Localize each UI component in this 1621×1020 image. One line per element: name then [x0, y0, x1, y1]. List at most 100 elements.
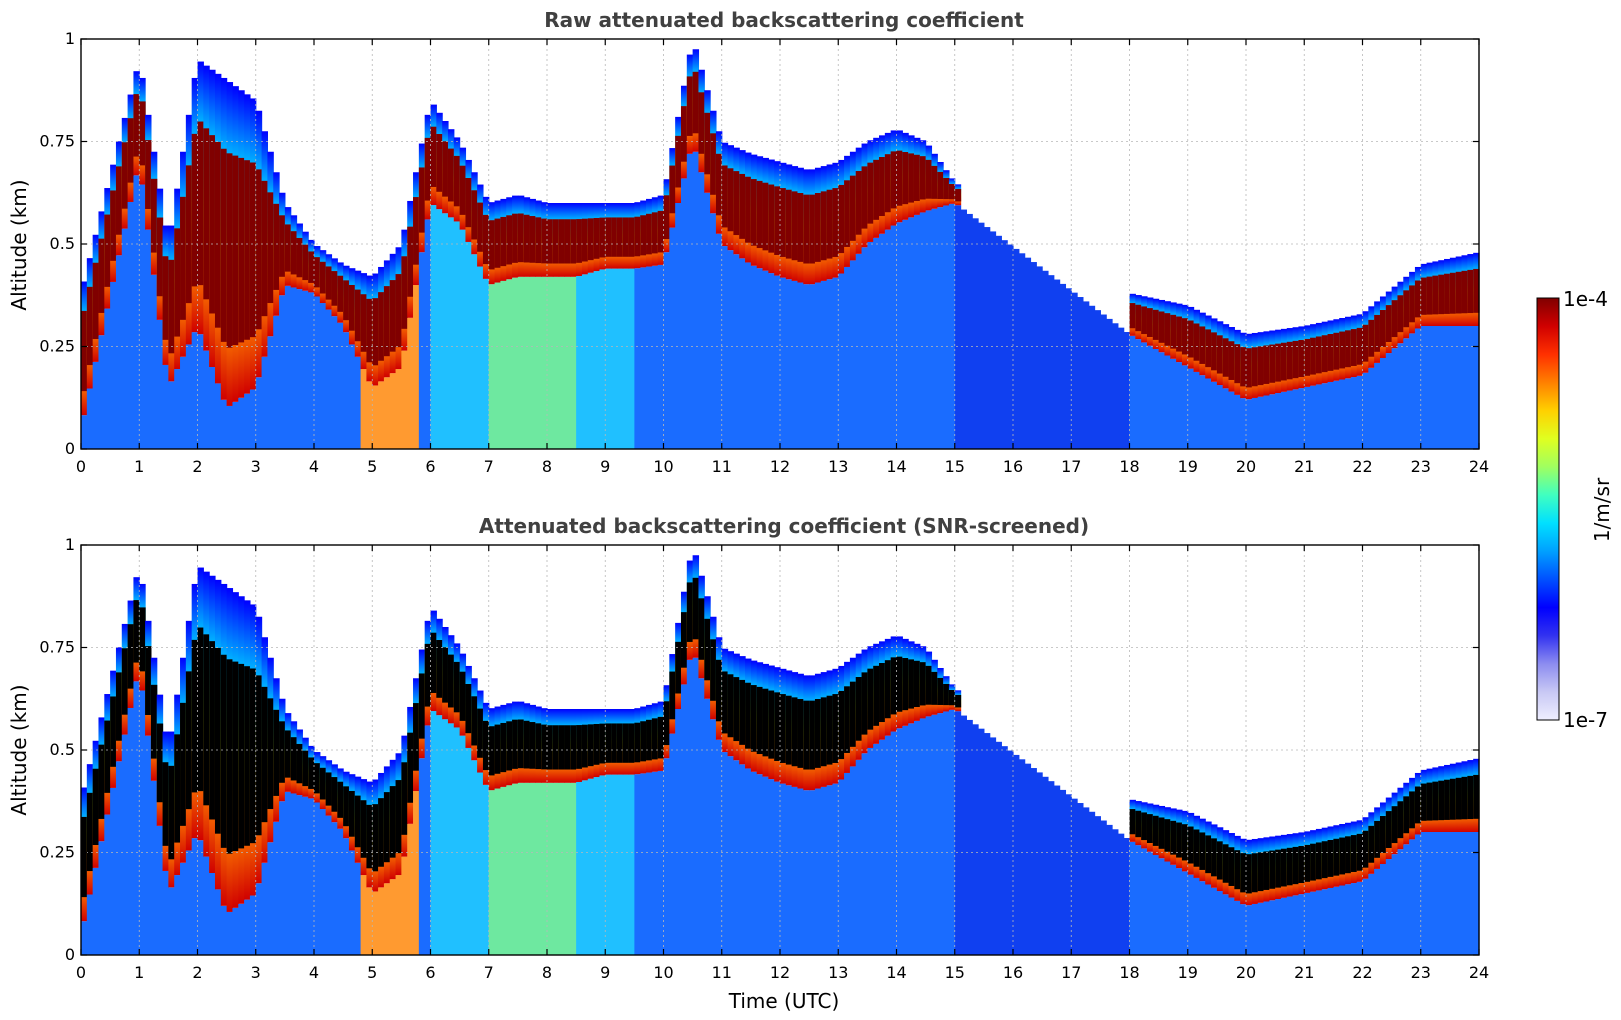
- aerosol-cell: [1152, 348, 1160, 449]
- aerosol-cell: [354, 356, 362, 449]
- cloud-core-cell: [663, 195, 670, 240]
- aerosol-cell: [1053, 785, 1061, 955]
- aerosol-cell: [1269, 394, 1276, 449]
- aerosol-cell: [739, 764, 746, 955]
- aerosol-cell: [628, 774, 635, 955]
- aerosol-cell: [1449, 832, 1457, 955]
- cloud-core-cell: [628, 723, 635, 763]
- cloud-core-cell: [669, 671, 676, 720]
- aerosol-cell: [1187, 368, 1195, 449]
- aerosol-cell: [791, 786, 799, 955]
- cloud-core-cell: [197, 627, 204, 792]
- aerosol-cell: [686, 659, 694, 955]
- cloud-core-cell: [407, 226, 414, 297]
- cloud-core-cell: [273, 203, 280, 290]
- aerosol-cell: [884, 735, 892, 955]
- aerosol-cell: [1379, 357, 1387, 449]
- aerosol-cell: [1304, 386, 1311, 449]
- aerosol-cell: [302, 796, 309, 955]
- aerosol-cell: [389, 879, 397, 955]
- cloud-core-cell: [809, 194, 816, 264]
- cloud-core-cell: [581, 724, 589, 768]
- cloud-core-cell: [1310, 337, 1317, 375]
- aerosol-cell: [1298, 388, 1305, 449]
- aerosol-cell: [948, 203, 956, 449]
- cloud-core-cell: [913, 660, 921, 708]
- aerosol-cell: [471, 760, 478, 955]
- cloud-core-cell: [611, 723, 618, 763]
- cloud-core-cell: [290, 737, 298, 781]
- aerosol-cell: [1251, 397, 1259, 449]
- cloud-core-cell: [948, 689, 956, 706]
- aerosol-cell: [430, 205, 437, 449]
- aerosol-cell: [314, 296, 321, 449]
- cloud-core-cell: [1146, 308, 1154, 338]
- x-tick-label: 3: [251, 457, 261, 476]
- x-tick-label: 9: [600, 457, 610, 476]
- aerosol-cell: [581, 780, 589, 955]
- cloud-core-cell: [791, 697, 799, 767]
- cloud-core-cell: [1170, 314, 1177, 349]
- cloud-core-cell: [1280, 848, 1288, 887]
- cloud-core-cell: [302, 750, 309, 787]
- cloud-core-cell: [1345, 836, 1352, 874]
- aerosol-cell: [1234, 394, 1241, 449]
- cloud-core-cell: [1426, 782, 1433, 821]
- cloud-core-cell: [1141, 306, 1148, 335]
- cloud-core-cell: [1170, 820, 1177, 855]
- cloud-core-cell: [191, 639, 199, 793]
- aerosol-cell: [1240, 904, 1247, 955]
- cloud-core-cell: [809, 700, 816, 770]
- cloud-core-cell: [791, 191, 799, 261]
- aerosol-cell: [651, 771, 659, 955]
- aerosol-cell: [477, 266, 484, 449]
- cloud-core-cell: [494, 724, 501, 774]
- cloud-core-cell: [389, 280, 397, 352]
- aerosol-cell: [978, 728, 985, 955]
- cloud-core-cell: [401, 256, 408, 329]
- bottom-panel-title: Attenuated backscattering coefficient (S…: [479, 514, 1089, 538]
- aerosol-cell: [121, 734, 129, 955]
- cloud-core-cell: [896, 656, 903, 712]
- aerosol-cell: [1461, 326, 1468, 449]
- cloud-core-cell: [1350, 329, 1358, 366]
- aerosol-cell: [214, 383, 222, 449]
- aerosol-cell: [220, 399, 228, 449]
- aerosol-cell: [1426, 832, 1433, 955]
- aerosol-cell: [1379, 863, 1387, 955]
- aerosol-cell: [459, 229, 467, 449]
- aerosol-cell: [226, 911, 234, 955]
- cloud-core-cell: [494, 218, 501, 268]
- cloud-core-cell: [378, 798, 385, 867]
- cloud-core-cell: [255, 675, 263, 836]
- cloud-core-cell: [686, 582, 694, 642]
- aerosol-cell: [1193, 371, 1200, 449]
- cloud-core-cell: [232, 155, 239, 346]
- aerosol-cell: [1077, 297, 1084, 449]
- cloud-core-cell: [954, 188, 962, 202]
- y-tick-label: 0: [65, 945, 75, 964]
- aerosol-cell: [943, 205, 950, 449]
- aerosol-cell: [925, 210, 933, 449]
- cloud-core-cell: [145, 646, 152, 715]
- aerosol-cell: [115, 255, 123, 449]
- cloud-core-cell: [576, 725, 583, 769]
- aerosol-cell: [1368, 873, 1375, 955]
- aerosol-cell: [1117, 327, 1125, 449]
- x-tick-label: 4: [309, 457, 319, 476]
- aerosol-cell: [1018, 759, 1026, 955]
- aerosol-cell: [1123, 838, 1131, 955]
- aerosol-cell: [1158, 352, 1166, 449]
- aerosol-cell: [413, 791, 420, 955]
- aerosol-cell: [704, 192, 711, 449]
- aerosol-cell: [98, 841, 105, 955]
- aerosol-cell: [1077, 803, 1084, 955]
- aerosol-cell: [1205, 884, 1212, 955]
- aerosol-cell: [1356, 375, 1364, 449]
- aerosol-cell: [948, 709, 956, 955]
- cloud-core-cell: [459, 671, 467, 721]
- top-panel-title: Raw attenuated backscattering coefficien…: [544, 8, 1024, 32]
- aerosol-cell: [739, 258, 746, 449]
- cloud-core-cell: [879, 156, 886, 217]
- cloud-core-cell: [855, 677, 863, 741]
